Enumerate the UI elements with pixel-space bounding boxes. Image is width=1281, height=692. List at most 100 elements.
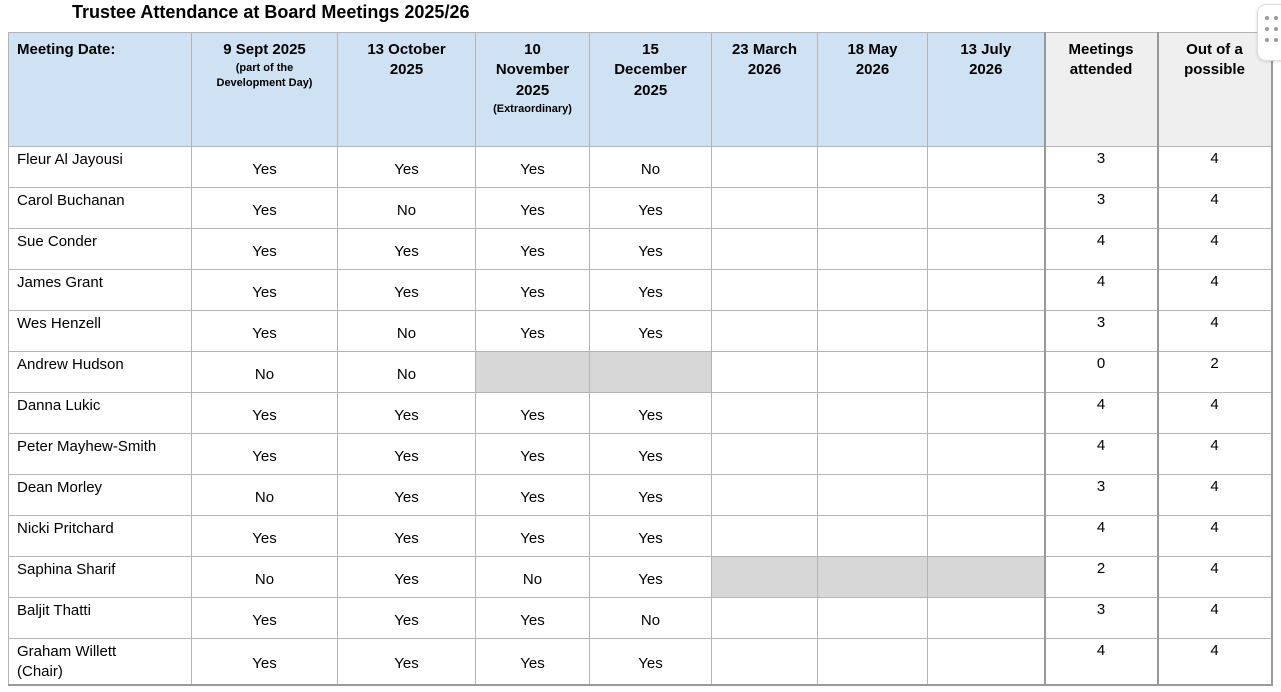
trustee-name: Sue Conder <box>8 228 192 270</box>
meetings-attended-value: 4 <box>1043 515 1158 557</box>
attendance-cell: Yes <box>475 392 590 434</box>
table-row: Carol Buchanan Yes No Yes Yes 3 4 <box>8 187 1273 229</box>
attendance-cell <box>817 515 928 557</box>
attendance-cell: Yes <box>475 310 590 352</box>
out-of-possible-value: 2 <box>1156 351 1273 393</box>
attendance-cell <box>927 597 1045 639</box>
meetings-attended-value: 4 <box>1043 638 1158 685</box>
column-header-15-december-2025: 15 December 2025 <box>589 32 712 147</box>
attendance-cell <box>927 433 1045 475</box>
attendance-table: Meeting Date: 9 Sept 2025 (part of the Dev… <box>8 32 1273 686</box>
out-of-possible-value: 4 <box>1156 474 1273 516</box>
attendance-cell <box>817 351 928 393</box>
out-of-possible-value: 4 <box>1156 269 1273 311</box>
trustee-name: Fleur Al Jayousi <box>8 146 192 188</box>
attendance-cell: Yes <box>337 228 476 270</box>
attendance-cell <box>711 392 818 434</box>
attendance-cell <box>817 433 928 475</box>
attendance-cell: Yes <box>589 638 712 685</box>
attendance-cell: Yes <box>337 146 476 188</box>
attendance-cell <box>711 433 818 475</box>
column-header-label: Meetings attended <box>1068 41 1134 79</box>
out-of-possible-value: 4 <box>1156 515 1273 557</box>
attendance-cell: Yes <box>191 187 338 229</box>
drag-dots-icon <box>1258 5 1281 42</box>
attendance-cell: No <box>337 310 476 352</box>
attendance-cell: Yes <box>589 310 712 352</box>
attendance-cell: Yes <box>191 515 338 557</box>
attendance-cell: No <box>191 556 338 598</box>
attendance-cell: Yes <box>589 515 712 557</box>
attendance-cell <box>711 269 818 311</box>
attendance-cell: Yes <box>589 433 712 475</box>
meetings-attended-value: 4 <box>1043 269 1158 311</box>
table-row: Peter Mayhew-Smith Yes Yes Yes Yes 4 4 <box>8 433 1273 475</box>
attendance-cell <box>927 474 1045 516</box>
out-of-possible-value: 4 <box>1156 146 1273 188</box>
attendance-cell-ineligible <box>711 556 818 598</box>
attendance-cell-ineligible <box>475 351 590 393</box>
attendance-cell: Yes <box>337 433 476 475</box>
table-row: Andrew Hudson No No 0 2 <box>8 351 1273 393</box>
trustee-name: Wes Henzell <box>8 310 192 352</box>
attendance-cell: Yes <box>337 269 476 311</box>
column-header-label: 9 Sept 2025 <box>223 41 306 58</box>
column-header-label: 13 October 2025 <box>367 41 446 79</box>
out-of-possible-value: 4 <box>1156 597 1273 639</box>
table-options-handle[interactable] <box>1257 4 1281 61</box>
attendance-cell <box>817 187 928 229</box>
attendance-cell <box>711 638 818 685</box>
attendance-cell: Yes <box>191 269 338 311</box>
attendance-cell: Yes <box>475 474 590 516</box>
attendance-cell <box>817 597 928 639</box>
attendance-cell <box>817 638 928 685</box>
out-of-possible-value: 4 <box>1156 556 1273 598</box>
attendance-cell: Yes <box>191 146 338 188</box>
attendance-cell <box>817 474 928 516</box>
column-header-subtext: (Extraordinary) <box>493 102 572 115</box>
attendance-cell <box>817 310 928 352</box>
attendance-cell: No <box>337 187 476 229</box>
table-row: Fleur Al Jayousi Yes Yes Yes No 3 4 <box>8 146 1273 188</box>
attendance-cell: Yes <box>337 474 476 516</box>
column-header-meetings-attended: Meetings attended <box>1043 32 1158 147</box>
attendance-cell <box>927 392 1045 434</box>
attendance-cell <box>711 351 818 393</box>
table-row: Sue Conder Yes Yes Yes Yes 4 4 <box>8 228 1273 270</box>
attendance-cell <box>927 310 1045 352</box>
attendance-cell <box>927 515 1045 557</box>
attendance-cell: No <box>589 146 712 188</box>
attendance-cell: Yes <box>475 146 590 188</box>
attendance-cell: Yes <box>589 187 712 229</box>
column-header-label: 18 May 2026 <box>847 41 898 79</box>
attendance-cell: Yes <box>589 228 712 270</box>
attendance-cell: Yes <box>337 392 476 434</box>
meetings-attended-value: 4 <box>1043 433 1158 475</box>
column-header-23-march-2026: 23 March 2026 <box>711 32 818 147</box>
column-header-label: Out of a possible <box>1184 41 1245 79</box>
table-row: James Grant Yes Yes Yes Yes 4 4 <box>8 269 1273 311</box>
attendance-cell: Yes <box>475 269 590 311</box>
meetings-attended-value: 3 <box>1043 474 1158 516</box>
out-of-possible-value: 4 <box>1156 433 1273 475</box>
attendance-cell <box>711 228 818 270</box>
attendance-cell <box>817 392 928 434</box>
out-of-possible-value: 4 <box>1156 310 1273 352</box>
attendance-cell: Yes <box>589 556 712 598</box>
attendance-cell: Yes <box>191 310 338 352</box>
meetings-attended-value: 0 <box>1043 351 1158 393</box>
attendance-cell-ineligible <box>927 556 1045 598</box>
attendance-cell <box>817 146 928 188</box>
column-header-out-of-a-possible: Out of a possible <box>1156 32 1273 147</box>
attendance-cell: Yes <box>191 597 338 639</box>
column-header-9-sept-2025: 9 Sept 2025 (part of the Development Day) <box>191 32 338 147</box>
attendance-cell <box>927 351 1045 393</box>
meetings-attended-value: 4 <box>1043 228 1158 270</box>
trustee-name: James Grant <box>8 269 192 311</box>
attendance-cell: Yes <box>337 597 476 639</box>
column-header-10-november-2025: 10 November 2025 (Extraordinary) <box>475 32 590 147</box>
attendance-cell <box>711 187 818 229</box>
column-header-meeting-date: Meeting Date: <box>8 32 192 147</box>
table-header: Meeting Date: 9 Sept 2025 (part of the Dev… <box>8 32 1273 147</box>
attendance-cell <box>711 146 818 188</box>
